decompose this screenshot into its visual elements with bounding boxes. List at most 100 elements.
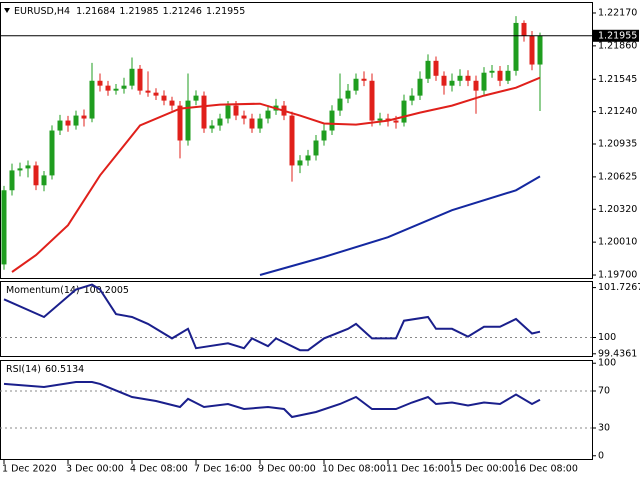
indicator-name: Momentum(14) <box>6 285 80 296</box>
momentum-pane <box>0 281 593 357</box>
candle-body <box>497 70 503 81</box>
close: 1.21955 <box>206 6 245 17</box>
candle-body <box>313 140 319 156</box>
candle-body <box>209 125 215 129</box>
y-tick-label: 1.20935 <box>598 139 637 150</box>
candle-body <box>225 105 231 119</box>
x-tick-label: 15 Dec 00:00 <box>450 464 514 475</box>
x-tick-label: 11 Dec 16:00 <box>386 464 450 475</box>
indicator-value: 100.2005 <box>84 285 129 296</box>
candle-body <box>337 98 343 111</box>
candle-body <box>113 88 119 91</box>
y-tick-label: 1.20625 <box>598 171 637 182</box>
indicator-value: 60.5134 <box>45 364 84 375</box>
candle-body <box>401 100 407 123</box>
y-tick-label: 0 <box>598 450 604 461</box>
y-tick-label: 30 <box>598 422 610 433</box>
candle-body <box>169 100 175 106</box>
candle-body <box>1 190 7 265</box>
symbol: EURUSD,H4 <box>14 6 70 17</box>
low: 1.21246 <box>163 6 202 17</box>
candle-body <box>289 115 295 166</box>
candle-body <box>105 85 111 91</box>
candle-body <box>441 75 447 86</box>
candle-body <box>425 60 431 79</box>
price-tag <box>593 29 639 42</box>
candle-body <box>457 75 463 81</box>
candle-body <box>137 68 143 91</box>
candle-body <box>417 78 423 96</box>
candle-body <box>385 118 391 121</box>
candle-body <box>433 60 439 76</box>
line <box>259 175 541 276</box>
x-tick-label: 9 Dec 00:00 <box>258 464 316 475</box>
line <box>11 76 541 273</box>
candle-body <box>57 120 63 131</box>
y-tick-label: 1.22170 <box>598 7 637 18</box>
candle-body <box>321 130 327 141</box>
line <box>3 283 541 352</box>
candle-body <box>233 105 239 116</box>
candle-body <box>297 160 303 166</box>
candle-body <box>481 72 487 91</box>
rsi-pane <box>0 360 593 460</box>
candle-body <box>265 110 271 119</box>
x-tick-label: 4 Dec 08:00 <box>130 464 188 475</box>
candle-body <box>489 70 495 73</box>
candle-body <box>41 175 47 186</box>
y-tick-label: 1.21860 <box>598 40 637 51</box>
candle-body <box>65 120 71 126</box>
candle-body <box>529 35 535 65</box>
candle-body <box>9 170 15 191</box>
candle-body <box>161 95 167 101</box>
open: 1.21684 <box>76 6 115 17</box>
menu-arrow[interactable] <box>4 8 10 13</box>
candle-body <box>353 78 359 91</box>
candle-body <box>33 165 39 186</box>
candle-body <box>153 92 159 96</box>
y-tick-label: 1.20320 <box>598 204 637 215</box>
chart-header: EURUSD,H4 1.21684 1.21985 1.21246 1.21955 <box>14 6 245 17</box>
y-tick-label: 101.7267 <box>598 282 640 293</box>
candle-body <box>369 80 375 121</box>
high: 1.21985 <box>119 6 158 17</box>
candle-body <box>201 95 207 129</box>
candle-body <box>49 130 55 176</box>
line <box>3 381 541 419</box>
candle-body <box>97 80 103 86</box>
y-tick-label: 1.21545 <box>598 74 637 85</box>
x-tick-label: 10 Dec 08:00 <box>322 464 386 475</box>
candle-body <box>241 115 247 119</box>
candle-body <box>329 110 335 131</box>
candle-body <box>121 85 127 89</box>
candle-body <box>129 68 135 86</box>
candle-body <box>145 90 151 93</box>
candle-body <box>81 115 87 119</box>
candle-body <box>449 80 455 86</box>
indicator-name: RSI(14) <box>6 364 41 375</box>
x-tick-label: 16 Dec 08:00 <box>514 464 578 475</box>
candle-body <box>465 75 471 81</box>
y-tick-label: 100 <box>598 332 616 343</box>
candle-body <box>217 118 223 126</box>
candle-body <box>377 118 383 121</box>
y-tick-label: 99.4361 <box>598 348 637 359</box>
main-pane <box>0 2 593 279</box>
rsi-title: RSI(14) 60.5134 <box>6 364 84 375</box>
candle-body <box>409 95 415 101</box>
candle-body <box>361 78 367 81</box>
y-tick-label: 70 <box>598 385 610 396</box>
candle-body <box>193 95 199 101</box>
x-tick-label: 3 Dec 00:00 <box>66 464 124 475</box>
candle-body <box>513 22 519 71</box>
candle-body <box>17 168 23 171</box>
candle-body <box>73 115 79 126</box>
y-tick-label: 1.21240 <box>598 106 637 117</box>
x-tick-label: 7 Dec 16:00 <box>194 464 252 475</box>
candle-body <box>185 100 191 141</box>
candle-body <box>177 105 183 141</box>
candle-body <box>473 80 479 91</box>
candle-body <box>393 120 399 123</box>
x-tick-label: 1 Dec 2020 <box>2 464 57 475</box>
